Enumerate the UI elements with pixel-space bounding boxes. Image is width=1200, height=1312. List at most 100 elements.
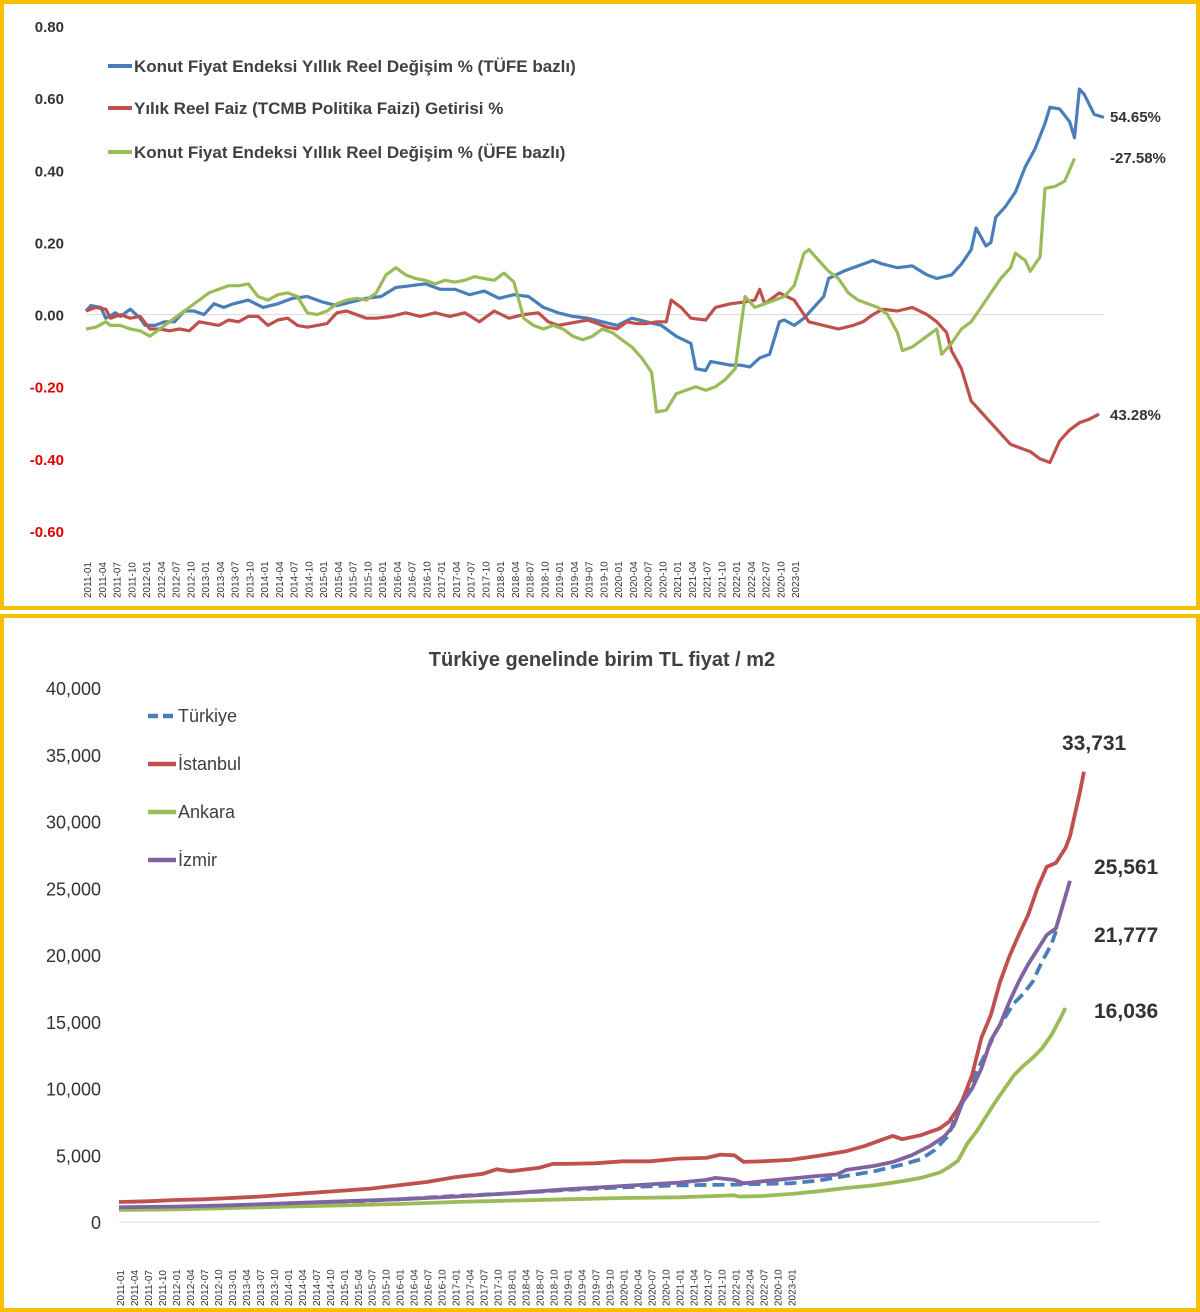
- x-tick-label: 2015-10: [363, 561, 374, 598]
- x-tick-label: 2020-10: [658, 561, 669, 598]
- x-tick-label: 2019-07: [585, 561, 596, 598]
- x-tick-label: 2012-04: [157, 561, 168, 598]
- x-tick-label: 2016-07: [408, 561, 419, 598]
- x-tick-label: 2019-07: [592, 1269, 603, 1306]
- x-tick-label: 2013-01: [201, 561, 212, 598]
- y-tick-label: 25,000: [46, 879, 101, 899]
- series-end-label: 16,036: [1094, 1000, 1158, 1023]
- x-tick-label: 2013-07: [256, 1269, 267, 1306]
- x-tick-label: 2018-07: [526, 561, 537, 598]
- y-tick-label: 10,000: [46, 1080, 101, 1100]
- series-line-3: [85, 157, 1076, 414]
- x-tick-label: 2015-04: [334, 561, 345, 598]
- y-tick-label: 0: [91, 1213, 101, 1233]
- x-tick-label: 2022-04: [747, 561, 758, 598]
- x-tick-label: 2019-01: [564, 1269, 575, 1306]
- x-tick-label: 2014-04: [298, 1269, 309, 1306]
- x-tick-label: 2013-01: [228, 1269, 239, 1306]
- x-tick-label: 2015-10: [382, 1269, 393, 1306]
- x-tick-label: 2014-10: [326, 1269, 337, 1306]
- series-line-2: [85, 287, 1100, 465]
- unit-price-chart: Türkiye genelinde birim TL fiyat / m2 40,…: [46, 649, 1159, 1306]
- x-tick-label: 2016-01: [378, 561, 389, 598]
- series-line-4: [118, 880, 1072, 1210]
- x-tick-label: 2022-01: [731, 1269, 742, 1306]
- unit-price-chart-panel: Türkiye genelinde birim TL fiyat / m2 40,…: [0, 614, 1200, 1312]
- legend-item: İzmir: [148, 850, 217, 870]
- x-tick-label: 2020-01: [614, 561, 625, 598]
- x-tick-label: 2014-01: [284, 1269, 295, 1306]
- x-tick-label: 2017-07: [480, 1269, 491, 1306]
- x-tick-label: 2018-04: [522, 1269, 533, 1306]
- x-tick-label: 2019-10: [599, 561, 610, 598]
- x-tick-label: 2014-04: [275, 561, 286, 598]
- legend-label: Konut Fiyat Endeksi Yıllık Reel Değişim …: [134, 143, 565, 162]
- x-tick-label: 2018-01: [508, 1269, 519, 1306]
- x-tick-label: 2020-07: [644, 561, 655, 598]
- legend-label: Konut Fiyat Endeksi Yıllık Reel Değişim …: [134, 57, 576, 76]
- x-tick-label: 2015-07: [349, 561, 360, 598]
- x-tick-label: 2018-07: [536, 1269, 547, 1306]
- x-tick-label: 2018-01: [496, 561, 507, 598]
- x-tick-label: 2018-10: [550, 1269, 561, 1306]
- x-tick-label: 2017-04: [452, 561, 463, 598]
- legend-label: İstanbul: [178, 754, 241, 774]
- x-tick-label: 2014-07: [290, 561, 301, 598]
- x-tick-label: 2020-01: [619, 1269, 630, 1306]
- series-end-label: -27.58%: [1110, 150, 1166, 167]
- x-tick-label: 2013-10: [245, 561, 256, 598]
- series-end-label: 21,777: [1094, 924, 1158, 947]
- x-tick-label: 2016-04: [410, 1269, 421, 1306]
- x-tick-label: 2022-07: [762, 561, 773, 598]
- x-tick-label: 2021-04: [689, 1269, 700, 1306]
- y-tick-label: 0.20: [35, 235, 64, 252]
- x-tick-label: 2014-01: [260, 561, 271, 598]
- x-tick-label: 2016-01: [396, 1269, 407, 1306]
- series-end-label: 43.28%: [1110, 407, 1161, 424]
- x-tick-label: 2015-07: [368, 1269, 379, 1306]
- legend-item: Konut Fiyat Endeksi Yıllık Reel Değişim …: [108, 57, 576, 76]
- legend-label: Türkiye: [178, 706, 237, 726]
- x-tick-label: 2021-01: [673, 561, 684, 598]
- x-tick-label: 2012-07: [172, 561, 183, 598]
- series-end-label: 25,561: [1094, 856, 1159, 879]
- y-tick-label: 0.40: [35, 163, 64, 180]
- x-tick-label: 2012-07: [200, 1269, 211, 1306]
- legend-label: Ankara: [178, 802, 236, 822]
- x-tick-label: 2016-04: [393, 561, 404, 598]
- x-tick-label: 2017-04: [466, 1269, 477, 1306]
- x-tick-label: 2021-10: [717, 561, 728, 598]
- x-tick-label: 2012-10: [214, 1269, 225, 1306]
- legend-label: İzmir: [178, 850, 217, 870]
- real-change-chart: 0.80 0.60 0.40 0.20 0.00 -0.20 -0.40 -0.60 2011-…: [30, 19, 1166, 598]
- x-tick-label: 2017-01: [452, 1269, 463, 1306]
- legend-label: Yılık Reel Faiz (TCMB Politika Faizi) Ge…: [134, 99, 503, 118]
- x-tick-label: 2011-07: [144, 1270, 155, 1306]
- series-line-1: [84, 87, 1105, 373]
- x-tick-label: 2017-01: [437, 561, 448, 598]
- x-tick-label: 2019-04: [578, 1269, 589, 1306]
- x-tick-label: 2019-10: [605, 1269, 616, 1306]
- legend-item: Konut Fiyat Endeksi Yıllık Reel Değişim …: [108, 143, 565, 162]
- x-tick-label: 2017-10: [494, 1269, 505, 1306]
- series-line-2: [118, 771, 1086, 1204]
- x-tick-label: 2022-07: [759, 1269, 770, 1306]
- x-tick-label: 2018-10: [540, 561, 551, 598]
- chart-title: Türkiye genelinde birim TL fiyat / m2: [429, 649, 775, 671]
- x-tick-label: 2011-04: [130, 1270, 141, 1306]
- real-change-chart-panel: 0.80 0.60 0.40 0.20 0.00 -0.20 -0.40 -0.60 2011-…: [0, 0, 1200, 610]
- x-tick-label: 2020-04: [633, 1269, 644, 1306]
- x-tick-label: 2013-07: [231, 561, 242, 598]
- x-tick-label: 2016-10: [422, 561, 433, 598]
- x-tick-label: 2017-07: [467, 561, 478, 598]
- series-line-1: [118, 930, 1058, 1211]
- legend-item: Türkiye: [148, 706, 237, 726]
- x-tick-label: 2012-01: [172, 1269, 183, 1306]
- x-tick-label: 2019-01: [555, 561, 566, 598]
- legend-item: Yılık Reel Faiz (TCMB Politika Faizi) Ge…: [108, 99, 503, 118]
- x-tick-label: 2014-10: [304, 561, 315, 598]
- x-tick-label: 2016-10: [438, 1269, 449, 1306]
- x-tick-label: 2020-07: [647, 1269, 658, 1306]
- x-tick-label: 2012-10: [186, 561, 197, 598]
- x-tick-label: 2015-01: [319, 561, 330, 598]
